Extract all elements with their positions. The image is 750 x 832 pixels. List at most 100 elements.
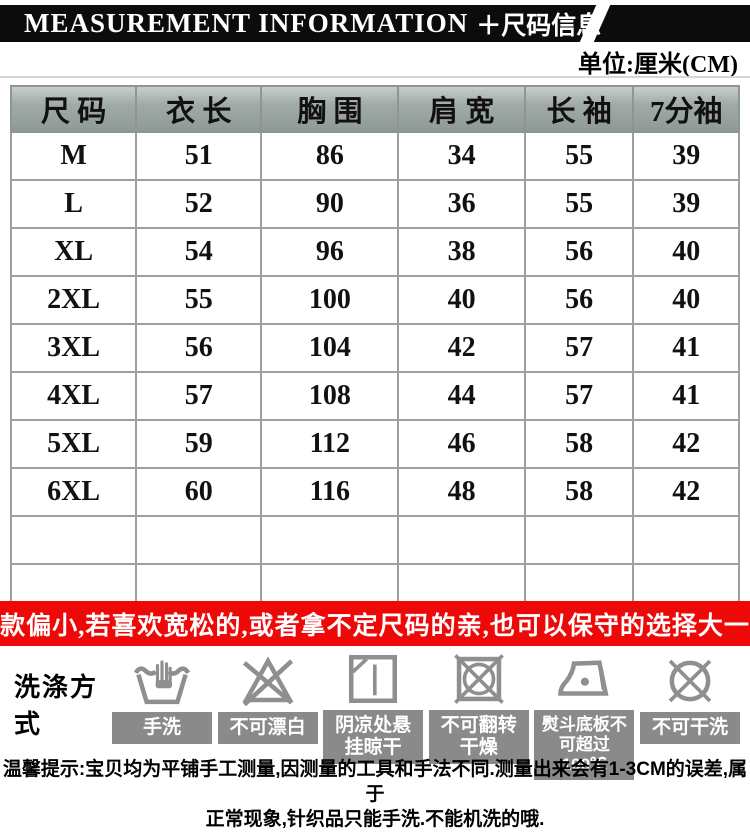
size-cell (9, 515, 138, 565)
measure-cell: 41 (632, 371, 740, 421)
col-header-shoulder: 肩 宽 (397, 85, 526, 133)
measure-cell: 39 (632, 131, 740, 181)
header-divider (0, 76, 750, 78)
measure-cell: 55 (523, 131, 635, 181)
measure-cell: 57 (135, 371, 263, 421)
measure-cell: 116 (260, 467, 400, 517)
table-row: 6XL 60 116 48 58 42 (9, 467, 740, 517)
no-dry-clean-icon (661, 652, 719, 708)
size-cell: 3XL (9, 323, 138, 373)
measure-cell (260, 515, 400, 565)
care-item-no-bleach: 不可漂白 (217, 652, 318, 756)
measure-cell: 55 (135, 275, 263, 325)
measure-cell: 46 (397, 419, 526, 469)
table-row: 5XL 59 112 46 58 42 (9, 419, 740, 469)
table-row: 2XL 55 100 40 56 40 (9, 275, 740, 325)
care-item-iron-max-100c: 熨斗底板不 可超过100℃ (534, 652, 635, 780)
measure-cell: 104 (260, 323, 400, 373)
care-item-no-dry-clean: 不可干洗 (639, 652, 740, 756)
col-header-length: 衣 长 (135, 85, 263, 133)
size-cell: 2XL (9, 275, 138, 325)
measure-cell: 40 (632, 275, 740, 325)
measure-cell: 100 (260, 275, 400, 325)
table-row: L 52 90 36 55 39 (9, 179, 740, 229)
measure-cell: 55 (523, 179, 635, 229)
table-row: M 51 86 34 55 39 (9, 131, 740, 181)
care-tag-no-dry-clean: 不可干洗 (639, 712, 740, 744)
measure-cell: 51 (135, 131, 263, 181)
table-header-row: 尺 码 衣 长 胸 围 肩 宽 长 袖 7分袖 (9, 85, 740, 133)
measurement-disclaimer: 温馨提示:宝贝均为平铺手工测量,因测量的工具和手法不同.测量出来会有1-3CM的… (0, 757, 750, 832)
measure-cell: 56 (523, 275, 635, 325)
table-row: 3XL 56 104 42 57 41 (9, 323, 740, 373)
measure-cell: 42 (397, 323, 526, 373)
iron-max-100c-icon (555, 652, 613, 706)
size-cell: L (9, 179, 138, 229)
measure-cell: 56 (523, 227, 635, 277)
measure-cell (523, 515, 635, 565)
shade-hang-dry-icon (344, 652, 402, 706)
col-header-size: 尺 码 (9, 85, 138, 133)
unit-note: 单位:厘米(CM) (578, 52, 738, 78)
col-header-long-sleeve: 长 袖 (523, 85, 635, 133)
measure-cell: 54 (135, 227, 263, 277)
measure-cell: 39 (632, 179, 740, 229)
measure-cell: 90 (260, 179, 400, 229)
hand-wash-icon (133, 652, 191, 708)
measure-cell: 96 (260, 227, 400, 277)
care-tag-iron-max-100c: 熨斗底板不 可超过100℃ (534, 710, 635, 780)
care-tag-hand-wash: 手洗 (112, 712, 212, 744)
care-tag-no-bleach: 不可漂白 (217, 712, 318, 744)
care-item-hand-wash: 手洗 (112, 652, 212, 756)
measure-cell: 86 (260, 131, 400, 181)
measure-cell: 56 (135, 323, 263, 373)
no-tumble-dry-icon (450, 652, 508, 706)
care-tag-no-tumble-dry: 不可翻转 干燥 (428, 710, 529, 764)
care-tag-shade-hang-dry: 阴凉处悬 挂晾干 (323, 710, 424, 764)
measure-cell: 108 (260, 371, 400, 421)
size-cell: 5XL (9, 419, 138, 469)
measure-cell: 52 (135, 179, 263, 229)
measure-cell: 42 (632, 419, 740, 469)
measure-cell: 58 (523, 467, 635, 517)
no-bleach-icon (239, 652, 297, 708)
measure-cell: 48 (397, 467, 526, 517)
care-section-label: 洗涤方式 (14, 672, 99, 739)
size-cell: 4XL (9, 371, 138, 421)
col-header-cropped-sleeve: 7分袖 (632, 85, 740, 133)
size-cell: XL (9, 227, 138, 277)
size-cell: 6XL (9, 467, 138, 517)
care-instructions-section: 洗涤方式 手洗 不可漂白 (0, 652, 750, 780)
measure-cell (397, 515, 526, 565)
measure-cell (135, 515, 263, 565)
measurement-info-banner: MEASUREMENT INFORMATION ＋尺码信息 (0, 5, 750, 42)
measure-cell: 59 (135, 419, 263, 469)
measure-cell: 60 (135, 467, 263, 517)
measure-cell: 57 (523, 371, 635, 421)
table-row-empty (9, 515, 740, 565)
measure-cell: 57 (523, 323, 635, 373)
measure-cell: 40 (397, 275, 526, 325)
measure-cell: 58 (523, 419, 635, 469)
size-table: 尺 码 衣 长 胸 围 肩 宽 长 袖 7分袖 M 51 86 34 55 39 L 52 9… (9, 85, 740, 613)
size-advice-banner: 此款偏小,若喜欢宽松的,或者拿不定尺码的亲,也可以保守的选择大一码 (0, 601, 750, 646)
care-items: 手洗 不可漂白 阴凉处悬 挂晾干 (112, 652, 750, 780)
disclaimer-line-2: 正常现象,针织品只能手洗.不能机洗的哦. (205, 809, 545, 830)
measure-cell: 36 (397, 179, 526, 229)
measure-cell: 112 (260, 419, 400, 469)
measure-cell (632, 515, 740, 565)
banner-title-en: MEASUREMENT INFORMATION (24, 8, 469, 38)
col-header-chest: 胸 围 (260, 85, 400, 133)
table-row: 4XL 57 108 44 57 41 (9, 371, 740, 421)
care-item-shade-hang-dry: 阴凉处悬 挂晾干 (323, 652, 424, 764)
disclaimer-line-1: 温馨提示:宝贝均为平铺手工测量,因测量的工具和手法不同.测量出来会有1-3CM的… (2, 759, 748, 805)
size-cell: M (9, 131, 138, 181)
table-row: XL 54 96 38 56 40 (9, 227, 740, 277)
measure-cell: 41 (632, 323, 740, 373)
measure-cell: 40 (632, 227, 740, 277)
measure-cell: 42 (632, 467, 740, 517)
banner-title-cn: ＋尺码信息 (476, 12, 602, 40)
measure-cell: 34 (397, 131, 526, 181)
care-item-no-tumble-dry: 不可翻转 干燥 (428, 652, 529, 764)
measure-cell: 38 (397, 227, 526, 277)
